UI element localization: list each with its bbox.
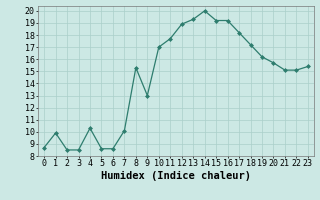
X-axis label: Humidex (Indice chaleur): Humidex (Indice chaleur)	[101, 171, 251, 181]
